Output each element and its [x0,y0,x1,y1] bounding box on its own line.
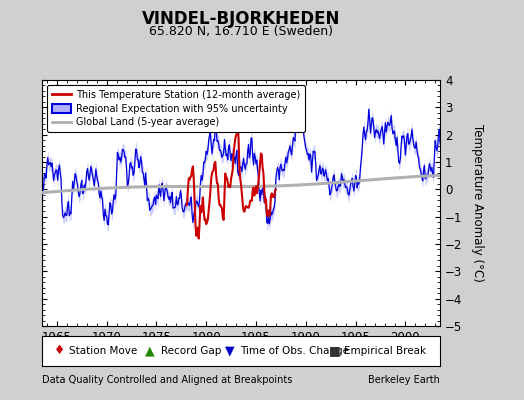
Text: Empirical Break: Empirical Break [344,346,426,356]
Text: ♦: ♦ [54,344,65,358]
Legend: This Temperature Station (12-month average), Regional Expectation with 95% uncer: This Temperature Station (12-month avera… [47,85,305,132]
Y-axis label: Temperature Anomaly (°C): Temperature Anomaly (°C) [471,124,484,282]
Text: Berkeley Earth: Berkeley Earth [368,375,440,385]
Text: ■: ■ [329,344,341,358]
Text: 65.820 N, 16.710 E (Sweden): 65.820 N, 16.710 E (Sweden) [149,25,333,38]
Text: ▲: ▲ [146,344,155,358]
Text: VINDEL-BJORKHEDEN: VINDEL-BJORKHEDEN [142,10,340,28]
Text: Station Move: Station Move [69,346,137,356]
Text: Data Quality Controlled and Aligned at Breakpoints: Data Quality Controlled and Aligned at B… [42,375,292,385]
Text: ▼: ▼ [225,344,235,358]
Text: Time of Obs. Change: Time of Obs. Change [240,346,349,356]
Text: Record Gap: Record Gap [160,346,221,356]
